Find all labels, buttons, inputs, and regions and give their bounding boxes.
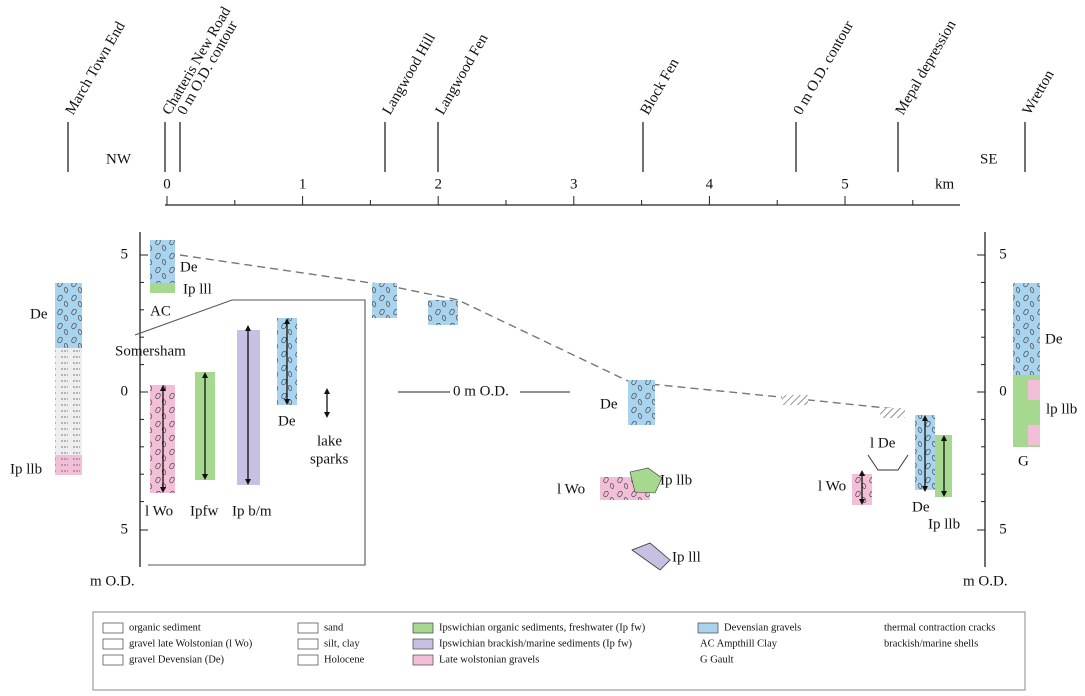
section-label: G [1018,453,1029,469]
tick-label: 0 [121,383,129,399]
direction: NW [106,151,132,167]
section-label: De [1045,331,1063,347]
tick-label: 4 [706,176,714,192]
section-label: De [912,499,930,515]
legend-label: thermal contraction cracks [884,622,995,633]
legend-swatch [698,623,718,633]
site-label: Wretton [1020,67,1058,117]
tick-label: 0 [163,176,171,192]
axis-unit: m O.D. [963,573,1008,589]
strata-pattern [55,283,82,348]
legend-swatch [413,655,433,665]
section-label: lake [317,433,342,449]
section-label: sparks [310,451,348,467]
legend: organic sediment gravel late Wolstonian (… [93,612,1025,690]
section-label: De [30,306,48,322]
legend-label: Ipswichian organic sediments, freshwater… [439,622,646,633]
strata-block [1028,425,1040,445]
legend-label: gravel late Wolstonian (l Wo) [129,638,253,649]
arrow-head [245,325,251,331]
site-label: Mepal depression [893,17,960,117]
arrow-head [324,412,330,418]
direction: SE [980,151,998,167]
tick-label: 1 [299,176,307,192]
cross-section: March Town EndChatteris New Road0 m O.D.… [0,0,1085,696]
section-label: Ipfw [190,503,218,519]
legend-swatch [103,623,123,633]
strata-pattern [428,300,458,325]
strata-pattern [372,283,397,318]
section-label: Ip b/m [232,503,272,519]
section-label: l Wo [145,503,173,519]
strata-block [150,283,175,293]
site-label: March Town End [63,19,129,118]
axis-unit: km [935,176,955,192]
legend-swatch [298,623,318,633]
legend-swatch [298,655,318,665]
section-label: l Wo [818,478,846,494]
site-label: 0 m O.D. contour [791,18,858,117]
tick-label: 5 [999,521,1007,537]
site-label: Langwood Fen [433,31,492,118]
section-label: AC [150,303,171,319]
section-label: lp llb [1046,401,1077,417]
legend-label: Holocene [324,654,365,665]
legend-swatch [413,623,433,633]
legend-label: AC Ampthill Clay [700,638,778,649]
section-label: De [278,413,296,429]
tick-label: 0 [999,383,1007,399]
legend-label: gravel Devensian (De) [129,654,225,665]
tick-label: 5 [999,246,1007,262]
legend-swatch [413,639,433,649]
legend-label: brackish/marine shells [884,638,978,649]
tick-label: 5 [121,246,129,262]
section-label: De [180,259,198,275]
trough [868,455,908,470]
site-label: Block Fen [638,56,683,118]
legend-label: Devensian gravels [724,622,801,633]
section-label: Somersham [115,343,186,359]
tick-label: 3 [570,176,578,192]
strata-pattern [628,380,655,425]
strata-pattern [1013,283,1040,375]
legend-label: Ipswichian brackish/marine sediments (Ip… [439,638,633,649]
section-label: Ip llb [928,516,960,532]
section-label: l Wo [557,481,585,497]
legend-swatch [103,639,123,649]
legend-swatch [298,639,318,649]
legend-label: G Gault [700,654,734,665]
section-label: Ip lll [672,549,701,565]
tick-label: 2 [434,176,442,192]
strata-pattern [880,408,905,418]
strata-pattern [55,455,82,475]
section-label: Ip llb [10,461,42,477]
section-label: 0 m O.D. [453,383,509,399]
legend-label: organic sediment [129,622,201,633]
strata-block [1028,380,1040,400]
legend-label: Late wolstonian gravels [439,654,539,665]
site-label: Langwood Hill [380,31,439,118]
arrow-head [859,470,865,476]
legend-label: sand [324,622,344,633]
strata-pattern [55,348,82,455]
axis-unit: m O.D. [90,573,135,589]
tick-label: 5 [841,176,849,192]
strata-block [632,543,670,570]
tick-label: 5 [121,521,129,537]
legend-label: silt, clay [324,638,360,649]
page: {"sites": ["March Town End", "Chatteris … [0,0,1085,696]
section-label: Ip lll [183,281,212,297]
section-label: l De [870,435,896,451]
section-label: De [600,396,618,412]
strata-block [630,468,662,493]
strata-pattern [150,240,175,283]
arrow-head [324,388,330,394]
legend-swatch [103,655,123,665]
section-label: Ip llb [660,472,692,488]
strata-pattern [782,395,808,405]
